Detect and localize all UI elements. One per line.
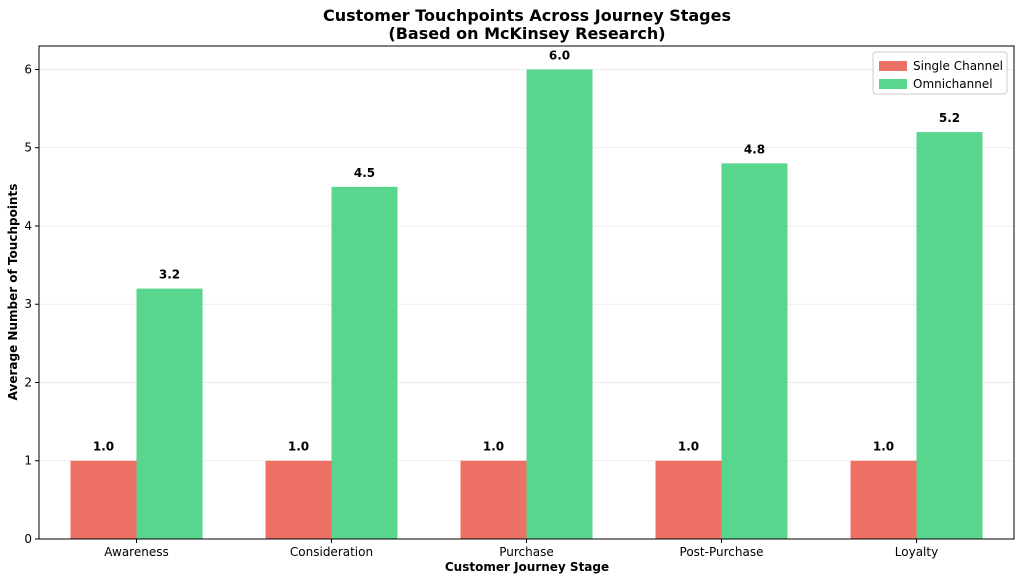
bar-single-channel bbox=[655, 460, 722, 539]
bar-single-channel bbox=[850, 460, 917, 539]
x-tick-label: Loyalty bbox=[895, 545, 938, 559]
x-tick-label: Post-Purchase bbox=[680, 545, 764, 559]
bar-omnichannel bbox=[721, 163, 788, 539]
data-label: 6.0 bbox=[549, 48, 570, 62]
bar-single-channel bbox=[70, 460, 137, 539]
y-tick-label: 1 bbox=[24, 454, 32, 468]
legend-swatch bbox=[879, 61, 907, 71]
bar-omnichannel bbox=[136, 288, 203, 539]
legend-label: Single Channel bbox=[913, 59, 1003, 73]
legend: Single Channel Omnichannel bbox=[872, 51, 1008, 95]
data-label: 1.0 bbox=[678, 440, 699, 454]
data-label: 4.5 bbox=[354, 166, 375, 180]
y-tick-label: 3 bbox=[24, 297, 32, 311]
x-tick-label: Awareness bbox=[104, 545, 168, 559]
y-tick-label: 2 bbox=[24, 375, 32, 389]
y-tick-label: 6 bbox=[24, 62, 32, 76]
bars bbox=[70, 69, 983, 540]
y-tick-label: 5 bbox=[24, 141, 32, 155]
y-tick-label: 0 bbox=[24, 532, 32, 546]
bar-single-channel bbox=[265, 460, 332, 539]
data-label: 5.2 bbox=[939, 111, 960, 125]
bar-omnichannel bbox=[526, 69, 593, 539]
y-axis-label: Average Number of Touchpoints bbox=[6, 184, 20, 401]
chart-subtitle: (Based on McKinsey Research) bbox=[388, 24, 665, 43]
data-label: 1.0 bbox=[483, 440, 504, 454]
bar-single-channel bbox=[460, 460, 527, 539]
data-label: 1.0 bbox=[873, 440, 894, 454]
bar-omnichannel bbox=[916, 132, 983, 540]
legend-label: Omnichannel bbox=[913, 77, 993, 91]
bar-omnichannel bbox=[331, 186, 398, 539]
data-label: 1.0 bbox=[93, 440, 114, 454]
y-tick-label: 4 bbox=[24, 219, 32, 233]
legend-swatch bbox=[879, 79, 907, 89]
x-tick-label: Purchase bbox=[499, 545, 554, 559]
chart-title: Customer Touchpoints Across Journey Stag… bbox=[323, 6, 731, 25]
data-labels: 1.0 3.2 1.0 4.5 1.0 6.0 1.0 4.8 1.0 5.2 bbox=[93, 48, 960, 453]
x-tick-label: Consideration bbox=[290, 545, 373, 559]
data-label: 1.0 bbox=[288, 440, 309, 454]
data-label: 3.2 bbox=[159, 268, 180, 282]
data-label: 4.8 bbox=[744, 142, 765, 156]
axes: 0 1 2 3 4 5 6 Awareness Consideration Purchase Pos… bbox=[24, 62, 938, 559]
x-axis-label: Customer Journey Stage bbox=[445, 560, 609, 574]
